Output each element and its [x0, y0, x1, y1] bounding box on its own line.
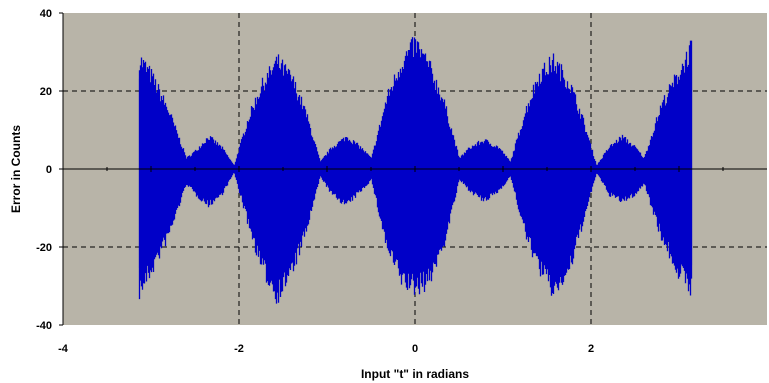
x-tick-label: -2 — [234, 343, 244, 355]
x-tick-label: -4 — [58, 343, 69, 355]
axes — [59, 12, 767, 326]
x-axis-title: Input "t" in radians — [361, 367, 469, 381]
y-tick-label: 40 — [40, 8, 52, 20]
y-tick-label: -20 — [36, 242, 52, 254]
y-tick-label: 0 — [46, 164, 52, 176]
y-tick-label: -40 — [36, 320, 52, 332]
x-tick-label: 2 — [588, 343, 594, 355]
y-axis-title: Error in Counts — [9, 125, 23, 213]
y-tick-labels: -40 -20 0 20 40 — [36, 8, 52, 332]
x-tick-labels: -4 -2 0 2 — [58, 343, 594, 355]
y-tick-label: 20 — [40, 86, 52, 98]
x-tick-label: 0 — [412, 343, 418, 355]
